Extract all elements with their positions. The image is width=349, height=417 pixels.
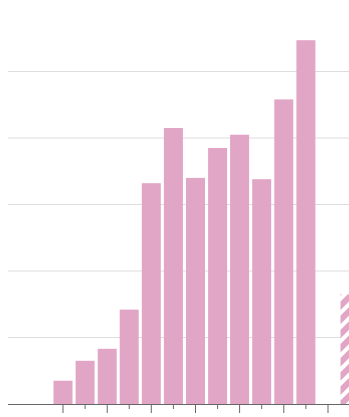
bar-2 [75, 360, 95, 404]
bar-5 [141, 183, 161, 404]
bar-3 [97, 348, 117, 404]
bar-14 [340, 294, 349, 404]
bar-11 [274, 99, 294, 405]
bar-9 [230, 134, 250, 404]
bar-4 [119, 309, 139, 404]
bar-1 [53, 380, 73, 404]
bar-12 [296, 40, 316, 404]
bar-10 [252, 179, 272, 404]
bar-7 [186, 177, 205, 404]
bar-6 [163, 128, 183, 404]
bar-8 [208, 148, 228, 404]
bars [53, 40, 349, 405]
x-axis [8, 404, 349, 413]
